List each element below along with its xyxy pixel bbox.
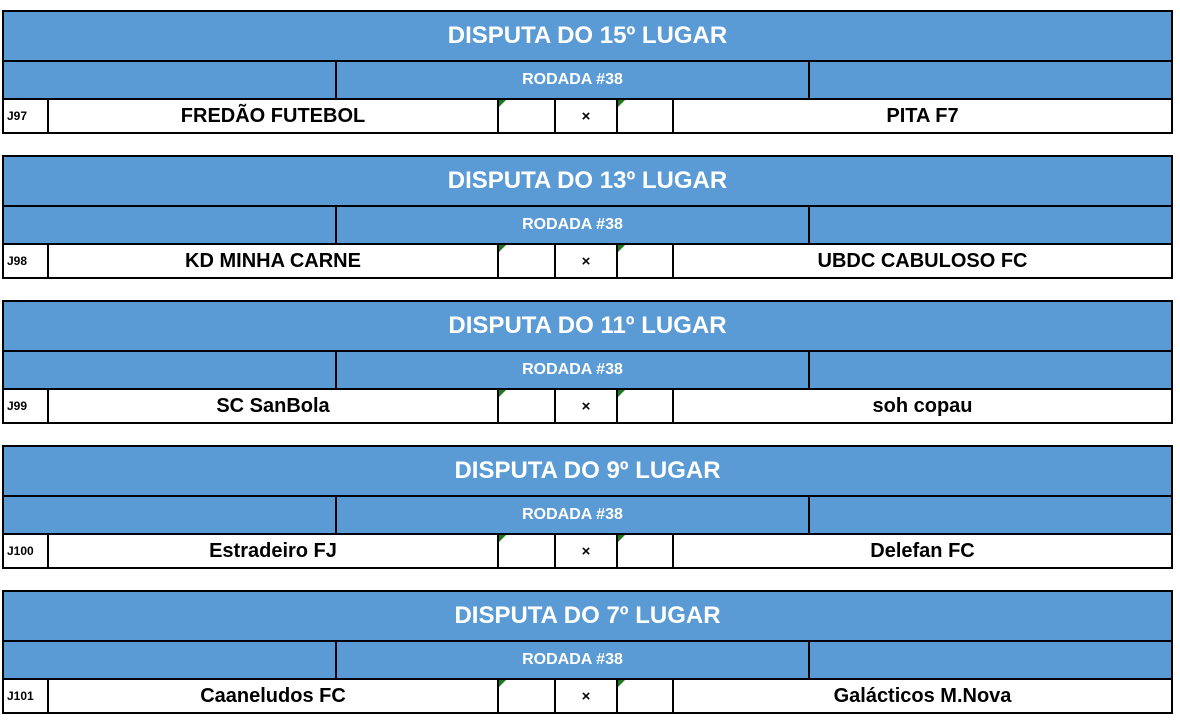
home-team-name: KD MINHA CARNE xyxy=(49,245,497,277)
round-row: RODADA #38 xyxy=(4,207,1171,243)
home-score-cell[interactable] xyxy=(499,535,554,567)
error-indicator-icon xyxy=(499,680,506,687)
home-team-name: FREDÃO FUTEBOL xyxy=(49,100,497,132)
match-row: J100 Estradeiro FJ × Delefan FC xyxy=(4,535,1171,567)
match-row: J99 SC SanBola × soh copau xyxy=(4,390,1171,422)
placement-match-block: DISPUTA DO 15º LUGAR RODADA #38 J97 FRED… xyxy=(2,10,1173,134)
round-blank-right-cell xyxy=(810,62,1171,98)
round-row: RODADA #38 xyxy=(4,62,1171,98)
match-code: J100 xyxy=(4,535,47,567)
round-label: RODADA #38 xyxy=(337,207,808,243)
match-code: J101 xyxy=(4,680,47,712)
round-blank-left-cell xyxy=(4,497,335,533)
home-team-name: SC SanBola xyxy=(49,390,497,422)
error-indicator-icon xyxy=(499,100,506,107)
round-blank-left-cell xyxy=(4,352,335,388)
round-row: RODADA #38 xyxy=(4,352,1171,388)
match-code: J97 xyxy=(4,100,47,132)
versus-cell: × xyxy=(556,680,616,712)
round-label: RODADA #38 xyxy=(337,352,808,388)
block-title: DISPUTA DO 7º LUGAR xyxy=(454,602,721,629)
round-blank-right-cell xyxy=(810,642,1171,678)
away-score-cell[interactable] xyxy=(618,100,672,132)
away-team-name: PITA F7 xyxy=(674,100,1171,132)
round-label: RODADA #38 xyxy=(337,62,808,98)
block-title-row: DISPUTA DO 15º LUGAR xyxy=(4,12,1171,60)
away-score-cell[interactable] xyxy=(618,680,672,712)
match-row: J98 KD MINHA CARNE × UBDC CABULOSO FC xyxy=(4,245,1171,277)
match-row: J97 FREDÃO FUTEBOL × PITA F7 xyxy=(4,100,1171,132)
away-score-cell[interactable] xyxy=(618,535,672,567)
block-title: DISPUTA DO 15º LUGAR xyxy=(447,22,728,49)
round-row: RODADA #38 xyxy=(4,497,1171,533)
error-indicator-icon xyxy=(499,390,506,397)
round-blank-left-cell xyxy=(4,62,335,98)
home-score-cell[interactable] xyxy=(499,680,554,712)
round-blank-left-cell xyxy=(4,642,335,678)
error-indicator-icon xyxy=(499,535,506,542)
home-team-name: Estradeiro FJ xyxy=(49,535,497,567)
block-title: DISPUTA DO 9º LUGAR xyxy=(454,457,721,484)
round-row: RODADA #38 xyxy=(4,642,1171,678)
home-score-cell[interactable] xyxy=(499,245,554,277)
error-indicator-icon xyxy=(618,390,625,397)
away-team-name: Galácticos M.Nova xyxy=(674,680,1171,712)
away-team-name: UBDC CABULOSO FC xyxy=(674,245,1171,277)
block-title: DISPUTA DO 11º LUGAR xyxy=(448,312,727,339)
versus-cell: × xyxy=(556,245,616,277)
placement-match-block: DISPUTA DO 11º LUGAR RODADA #38 J99 SC S… xyxy=(2,300,1173,424)
versus-cell: × xyxy=(556,100,616,132)
away-team-name: Delefan FC xyxy=(674,535,1171,567)
error-indicator-icon xyxy=(618,680,625,687)
home-score-cell[interactable] xyxy=(499,100,554,132)
placement-match-block: DISPUTA DO 7º LUGAR RODADA #38 J101 Caan… xyxy=(2,590,1173,714)
error-indicator-icon xyxy=(618,535,625,542)
round-label: RODADA #38 xyxy=(337,497,808,533)
away-team-name: soh copau xyxy=(674,390,1171,422)
round-blank-left-cell xyxy=(4,207,335,243)
match-code: J98 xyxy=(4,245,47,277)
block-title-row: DISPUTA DO 7º LUGAR xyxy=(4,592,1171,640)
match-row: J101 Caaneludos FC × Galácticos M.Nova xyxy=(4,680,1171,712)
block-title-row: DISPUTA DO 13º LUGAR xyxy=(4,157,1171,205)
away-score-cell[interactable] xyxy=(618,245,672,277)
block-title-row: DISPUTA DO 9º LUGAR xyxy=(4,447,1171,495)
round-blank-right-cell xyxy=(810,352,1171,388)
round-label: RODADA #38 xyxy=(337,642,808,678)
versus-cell: × xyxy=(556,390,616,422)
home-score-cell[interactable] xyxy=(499,390,554,422)
error-indicator-icon xyxy=(618,245,625,252)
placement-match-block: DISPUTA DO 9º LUGAR RODADA #38 J100 Estr… xyxy=(2,445,1173,569)
block-title-row: DISPUTA DO 11º LUGAR xyxy=(4,302,1171,350)
block-title: DISPUTA DO 13º LUGAR xyxy=(447,167,728,194)
match-code: J99 xyxy=(4,390,47,422)
round-blank-right-cell xyxy=(810,497,1171,533)
round-blank-right-cell xyxy=(810,207,1171,243)
away-score-cell[interactable] xyxy=(618,390,672,422)
error-indicator-icon xyxy=(499,245,506,252)
home-team-name: Caaneludos FC xyxy=(49,680,497,712)
placement-match-block: DISPUTA DO 13º LUGAR RODADA #38 J98 KD M… xyxy=(2,155,1173,279)
error-indicator-icon xyxy=(618,100,625,107)
versus-cell: × xyxy=(556,535,616,567)
